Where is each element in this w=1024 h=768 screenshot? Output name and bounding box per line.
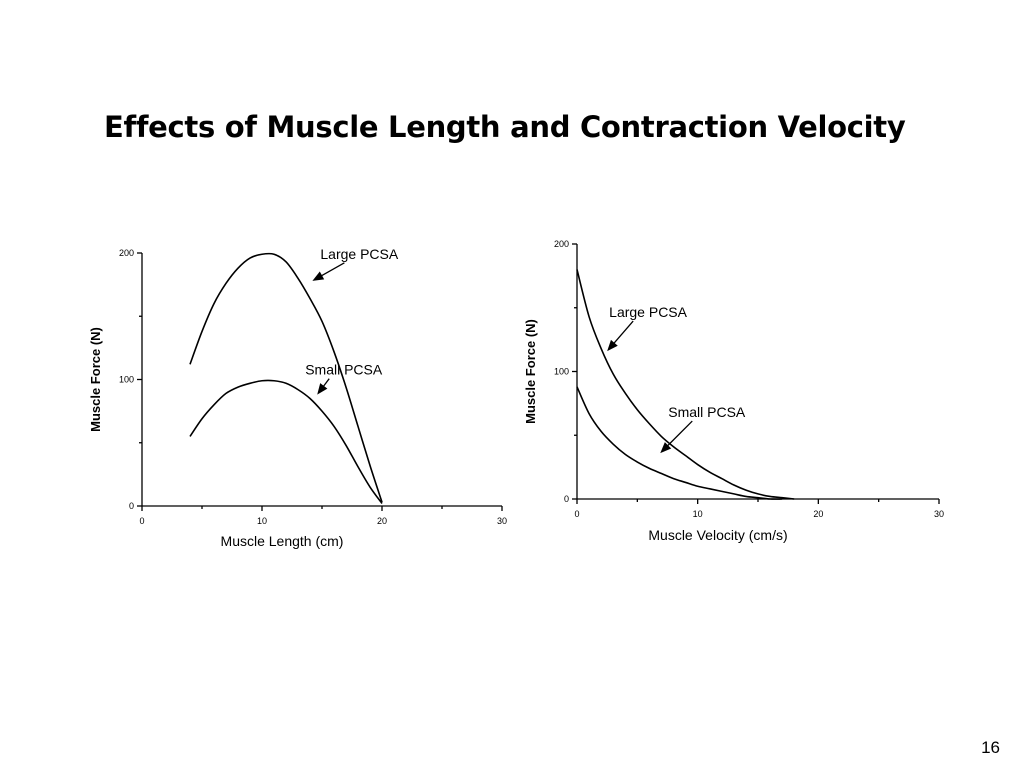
y-tick-label: 200: [554, 239, 569, 249]
series-line-small-pcsa: [189, 379, 383, 504]
x-axis-label: Muscle Length (cm): [221, 533, 344, 549]
arrow-head: [660, 442, 672, 454]
annotation-label: Small PCSA: [305, 362, 383, 378]
arrow-head: [607, 339, 618, 352]
y-axis-label: Muscle Force (N): [523, 319, 538, 424]
y-tick-label: 0: [564, 494, 569, 504]
series-line-large-pcsa: [189, 252, 383, 503]
x-tick-label: 30: [934, 509, 944, 519]
x-axis-label: Muscle Velocity (cm/s): [648, 527, 787, 543]
slide-title: Effects of Muscle Length and Contraction…: [104, 110, 906, 144]
annotation-arrow: [664, 420, 693, 450]
y-tick-label: 200: [119, 248, 134, 258]
y-axis-label: Muscle Force (N): [88, 327, 103, 432]
annotation-arrow: [317, 262, 345, 279]
x-tick-label: 0: [139, 516, 144, 526]
series-line-small-pcsa: [576, 386, 783, 500]
annotation-label: Large PCSA: [320, 246, 398, 262]
arrow-head: [317, 383, 328, 395]
annotation-label: Small PCSA: [668, 404, 746, 420]
x-tick-label: 0: [574, 509, 579, 519]
x-tick-label: 20: [377, 516, 387, 526]
x-tick-label: 10: [257, 516, 267, 526]
y-tick-label: 100: [119, 375, 134, 385]
arrow-head: [312, 271, 325, 281]
axes: [137, 252, 503, 511]
axes: [572, 243, 940, 504]
y-tick-label: 0: [129, 501, 134, 511]
annotation-arrow: [610, 320, 634, 347]
x-tick-label: 20: [813, 509, 823, 519]
x-tick-label: 30: [497, 516, 507, 526]
annotation-label: Large PCSA: [609, 304, 687, 320]
y-tick-label: 100: [554, 367, 569, 377]
x-tick-label: 10: [693, 509, 703, 519]
page-number: 16: [981, 738, 1000, 757]
series-line-large-pcsa: [576, 269, 795, 500]
